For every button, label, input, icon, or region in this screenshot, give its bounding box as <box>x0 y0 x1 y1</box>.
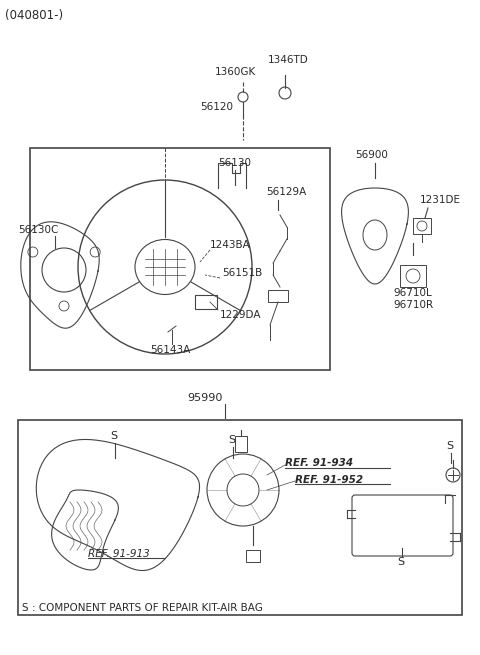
Text: S: S <box>397 557 404 567</box>
Bar <box>195 295 217 309</box>
Bar <box>30 148 330 370</box>
Bar <box>268 290 288 302</box>
Text: 56129A: 56129A <box>266 187 306 197</box>
Bar <box>413 218 431 234</box>
Bar <box>235 436 247 452</box>
Bar <box>400 265 426 287</box>
Text: S: S <box>110 431 117 441</box>
Text: 56120: 56120 <box>200 102 233 112</box>
Text: 56130: 56130 <box>218 158 251 168</box>
Text: REF. 91-952: REF. 91-952 <box>295 475 363 485</box>
Text: 56151B: 56151B <box>222 268 262 278</box>
Text: S: S <box>228 435 235 445</box>
Text: 96710R: 96710R <box>393 300 433 310</box>
Text: 56900: 56900 <box>355 150 388 160</box>
Text: 56130C: 56130C <box>18 225 59 235</box>
Text: 1360GK: 1360GK <box>215 67 256 77</box>
Text: REF. 91-913: REF. 91-913 <box>88 549 150 559</box>
Text: 95990: 95990 <box>187 393 223 403</box>
Text: 1243BA: 1243BA <box>210 240 251 250</box>
Text: REF. 91-934: REF. 91-934 <box>285 458 353 468</box>
Text: 1231DE: 1231DE <box>420 195 461 205</box>
Text: 1346TD: 1346TD <box>268 55 309 65</box>
Bar <box>246 550 260 562</box>
Text: (040801-): (040801-) <box>5 9 63 22</box>
Text: S : COMPONENT PARTS OF REPAIR KIT-AIR BAG: S : COMPONENT PARTS OF REPAIR KIT-AIR BA… <box>22 603 263 613</box>
Text: 1229DA: 1229DA <box>220 310 262 320</box>
Text: 56143A: 56143A <box>150 345 190 355</box>
Text: S: S <box>446 441 453 451</box>
Bar <box>18 420 462 615</box>
Text: 96710L: 96710L <box>393 288 432 298</box>
